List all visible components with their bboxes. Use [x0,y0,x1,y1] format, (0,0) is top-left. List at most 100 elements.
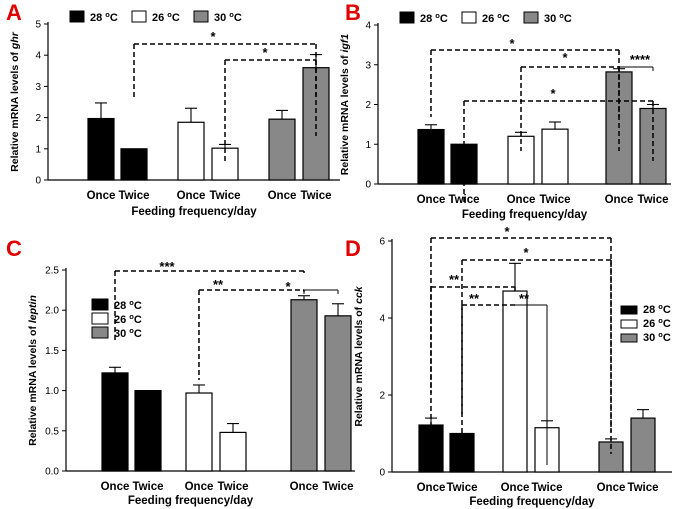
legend-degree: o [658,302,663,311]
bar [185,392,213,472]
legend-label: 26 oC [114,312,142,326]
legend-unit: C [663,304,671,316]
legend-temp: 26 [152,12,164,24]
bar [87,117,115,181]
significance-bracket: * [224,45,317,162]
bar [290,299,318,472]
legend-degree: o [559,11,564,20]
legend-unit: C [134,328,142,340]
legend-swatch [91,298,109,311]
bar [120,148,148,181]
x-category-label: Twice [209,190,240,202]
panel-label: A [6,0,22,25]
legend-unit: C [440,13,448,25]
legend-temp: 30 [214,12,226,24]
legend-unit: C [234,12,242,24]
x-category-label: Once [507,194,536,206]
bar [417,128,445,185]
legend-degree: o [105,10,110,19]
significance-label: * [550,86,556,101]
legend-degree: o [129,298,134,307]
legend-degree: o [658,316,663,325]
y-tick-label: 4 [379,314,385,325]
y-tick-label: 3 [365,60,371,71]
bar [211,147,239,181]
significance-bracket: **** [618,52,654,71]
y-tick-label: 6 [379,237,385,248]
y-tick-label: 2 [379,391,385,402]
legend-swatch [620,319,638,329]
significance-label: ** [469,291,480,306]
x-category-label: Twice [531,482,562,494]
bar [541,128,569,185]
x-category-label: Once [185,481,214,493]
x-axis-label: Feeding frequency/day [469,496,595,508]
legend-temp: 28 [114,300,126,312]
legend-degree: o [497,11,502,20]
y-tick-label: 5 [35,20,41,31]
significance-bracket: * [461,245,612,455]
bar [324,315,352,472]
significance-label: * [509,36,515,51]
y-tick-label: 3 [35,82,41,93]
significance-label: ** [213,277,224,292]
legend-label: 30 oC [214,10,242,24]
y-axis-label: Relative mRNA levels of cck [353,285,365,426]
bar [630,417,656,473]
legend-swatch [91,326,109,339]
y-tick-label: 1 [365,140,371,151]
legend-temp: 30 [643,332,655,344]
legend-label: 26 oC [643,316,671,330]
y-axis-label-gene: igf1 [339,34,351,53]
legend-unit: C [134,300,142,312]
legend-temp: 28 [643,304,655,316]
legend-unit: C [564,13,572,25]
significance-label: ** [519,291,530,306]
significance-label: * [504,224,510,239]
legend-unit: C [172,12,180,24]
x-category-label: Once [501,482,530,494]
legend-temp: 26 [114,314,126,326]
y-tick-label: 2 [35,113,41,124]
legend-unit: C [663,332,671,344]
significance-bracket: * [463,86,654,204]
y-tick-label: 0.5 [45,426,59,437]
y-axis-label-gene: leptin [27,295,39,323]
x-axis-label: Feeding frequency/day [128,495,254,507]
y-tick-label: 0 [379,468,385,479]
y-axis-label-prefix: Relative mRNA levels of [353,304,365,427]
legend-temp: 28 [90,12,102,24]
y-axis-label-prefix: Relative mRNA levels of [339,52,351,175]
y-tick-label: 2.0 [45,306,59,317]
significance-label: ** [449,272,460,287]
bar [507,135,535,185]
x-category-label: Once [417,194,446,206]
significance-label: * [523,245,529,260]
legend-degree: o [229,10,234,19]
legend-swatch [91,312,109,325]
panel-c: C 0.0 0.5 1.0 1.5 2.0 2.5 Relative mRNA levels … [6,236,355,507]
x-category-label: Once [290,481,319,493]
y-tick-label: 4 [365,21,371,32]
legend-degree: o [435,11,440,20]
x-category-label: Twice [637,194,668,206]
y-tick-label: 4 [35,51,41,62]
x-category-label: Twice [539,194,570,206]
x-axis-label: Feeding frequency/day [131,206,257,218]
bar [502,290,528,473]
legend-swatch [523,11,539,24]
y-axis-label: Relative mRNA levels of igf1 [339,34,351,176]
y-axis-label: Relative mRNA levels of leptin [27,295,39,446]
panel-label: D [345,236,361,261]
legend-label: 30 oC [114,326,142,340]
significance-bracket: ** [430,272,516,393]
bar [268,118,296,181]
y-tick-label: 2 [365,100,371,111]
y-axis-label-gene: ghr [9,31,21,50]
significance-label: * [210,29,216,44]
